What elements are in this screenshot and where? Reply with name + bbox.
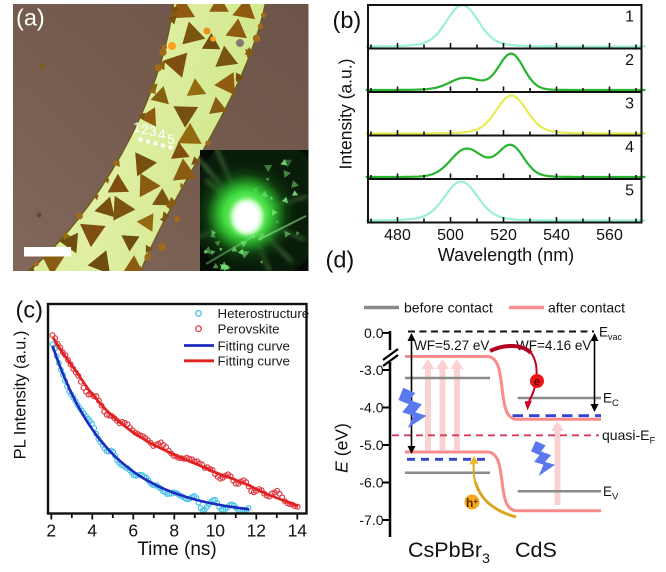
svg-text:8: 8 xyxy=(169,521,179,541)
svg-text:2: 2 xyxy=(46,521,56,541)
svg-text:14: 14 xyxy=(288,521,308,541)
svg-text:3: 3 xyxy=(625,96,634,113)
svg-text:12: 12 xyxy=(247,521,266,541)
svg-text:500: 500 xyxy=(437,227,464,244)
svg-text:540: 540 xyxy=(543,227,570,244)
svg-text:1: 1 xyxy=(133,119,141,135)
svg-text:5: 5 xyxy=(167,131,175,147)
svg-text:(b): (b) xyxy=(333,7,362,33)
svg-text:0.0: 0.0 xyxy=(364,325,384,341)
svg-text:6: 6 xyxy=(128,521,138,541)
svg-text:Wavelength (nm): Wavelength (nm) xyxy=(438,245,574,265)
svg-text:1: 1 xyxy=(625,9,634,26)
svg-text:(c): (c) xyxy=(16,297,43,323)
svg-text:EC: EC xyxy=(603,391,619,410)
svg-text:480: 480 xyxy=(384,227,411,244)
svg-text:CsPbBr3: CsPbBr3 xyxy=(408,538,490,566)
svg-text:quasi-EF: quasi-EF xyxy=(602,427,655,447)
svg-text:4: 4 xyxy=(87,521,97,541)
svg-text:3: 3 xyxy=(149,123,157,139)
svg-text:4: 4 xyxy=(625,139,634,156)
svg-text:560: 560 xyxy=(596,227,623,244)
svg-text:WF=5.27 eV: WF=5.27 eV xyxy=(414,338,489,353)
svg-text:e: e xyxy=(534,377,540,389)
svg-text:(a): (a) xyxy=(16,5,45,31)
svg-text:Time (ns): Time (ns) xyxy=(137,539,217,560)
svg-text:5: 5 xyxy=(625,183,634,200)
svg-text:2: 2 xyxy=(625,52,634,69)
svg-text:10: 10 xyxy=(206,521,226,541)
svg-text:Evac: Evac xyxy=(599,325,623,343)
svg-text:-7.0: -7.0 xyxy=(359,512,383,528)
svg-text:-6.0: -6.0 xyxy=(359,475,383,491)
svg-text:Intensity (a.u.): Intensity (a.u.) xyxy=(336,59,356,170)
svg-text:before contact: before contact xyxy=(404,300,493,316)
svg-text:Heterostructure: Heterostructure xyxy=(218,306,310,321)
svg-text:after contact: after contact xyxy=(548,300,625,316)
svg-text:-3.0: -3.0 xyxy=(359,362,383,378)
svg-text:-5.0: -5.0 xyxy=(359,437,383,453)
svg-text:Perovskite: Perovskite xyxy=(218,322,280,337)
svg-text:Fitting curve: Fitting curve xyxy=(218,338,290,353)
svg-text:PL Intensity (a.u.): PL Intensity (a.u.) xyxy=(12,331,30,460)
svg-text:-4.0: -4.0 xyxy=(359,400,383,416)
svg-text:4: 4 xyxy=(158,126,166,142)
svg-text:Fitting curve: Fitting curve xyxy=(218,354,290,369)
svg-text:(d): (d) xyxy=(326,247,355,273)
svg-text:CdS: CdS xyxy=(515,538,557,562)
svg-text:E (eV): E (eV) xyxy=(332,423,352,473)
svg-text:2: 2 xyxy=(141,121,149,137)
svg-text:WF=4.16 eV: WF=4.16 eV xyxy=(516,338,591,353)
svg-text:520: 520 xyxy=(490,227,517,244)
svg-text:EV: EV xyxy=(603,484,619,503)
